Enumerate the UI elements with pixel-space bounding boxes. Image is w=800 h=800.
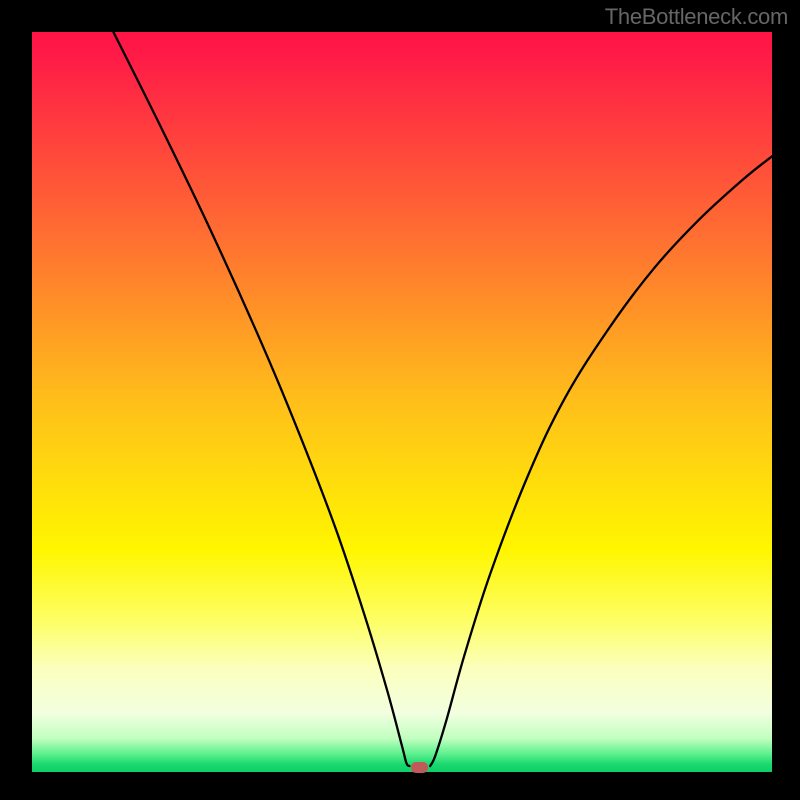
chart-gradient-area (32, 32, 772, 772)
minimum-marker (411, 762, 428, 773)
watermark-text: TheBottleneck.com (605, 4, 788, 30)
